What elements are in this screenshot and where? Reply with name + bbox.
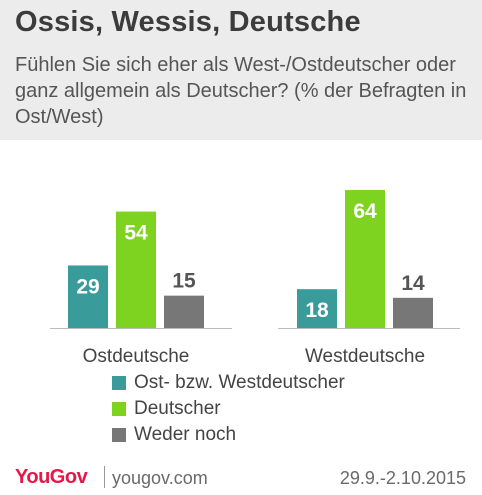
footer-site-link[interactable]: yougov.com [112,468,208,488]
survey-date: 29.9.-2.10.2015 [339,468,466,488]
category-label: Ostdeutsche [83,346,190,367]
legend-swatch [112,428,126,442]
bar [297,289,337,328]
bar [393,297,433,328]
legend-item: Ost- bzw. Westdeutscher [112,370,345,396]
legend: Ost- bzw. Westdeutscher Deutscher Weder … [112,370,345,448]
legend-label: Deutscher [134,398,221,419]
chart-subtitle: Fühlen Sie sich eher als West-/Ostdeutsc… [15,54,467,128]
bar [68,265,108,328]
legend-swatch [112,402,126,416]
legend-label: Weder noch [134,424,237,445]
bar-chart: 29 54 15 Ostdeutsche 18 64 14 Westdeutsche [50,190,460,367]
data-label: 29 [76,275,99,298]
legend-swatch [112,376,126,390]
data-label: 64 [353,200,377,223]
bar [345,190,385,328]
chart-title: Ossis, Wessis, Deutsche [15,6,361,38]
yougov-logo: YouGov [15,466,88,488]
header-band: Ossis, Wessis, Deutsche Fühlen Sie sich … [0,0,482,140]
data-label: 18 [305,299,329,322]
bar [164,295,204,328]
data-label: 54 [124,222,148,245]
footer-divider [104,466,105,488]
legend-label: Ost- bzw. Westdeutscher [134,372,345,393]
category-label: Westdeutsche [305,346,425,367]
legend-item: Deutscher [112,396,345,422]
data-label: 15 [172,270,196,293]
data-label: 14 [401,272,425,295]
legend-item: Weder noch [112,422,345,448]
bar [116,211,156,328]
